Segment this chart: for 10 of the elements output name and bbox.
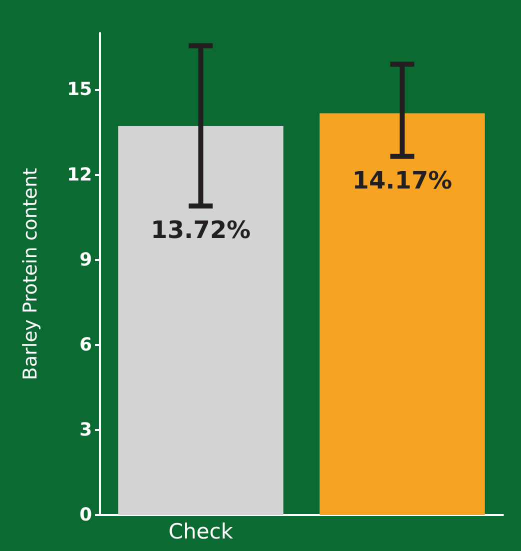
y-tick-label: 15 bbox=[66, 79, 92, 100]
y-tick-label: 12 bbox=[66, 164, 92, 186]
y-axis-title: Barley Protein content bbox=[20, 168, 42, 380]
y-tick-label: 0 bbox=[79, 504, 92, 526]
y-tick-label: 3 bbox=[79, 419, 92, 440]
x-tick-label: Check bbox=[168, 520, 234, 544]
data-label: 13.72% bbox=[150, 216, 251, 244]
data-label: 14.17% bbox=[352, 166, 452, 194]
y-tick-label: 6 bbox=[79, 334, 92, 356]
y-tick-label: 9 bbox=[79, 249, 92, 270]
